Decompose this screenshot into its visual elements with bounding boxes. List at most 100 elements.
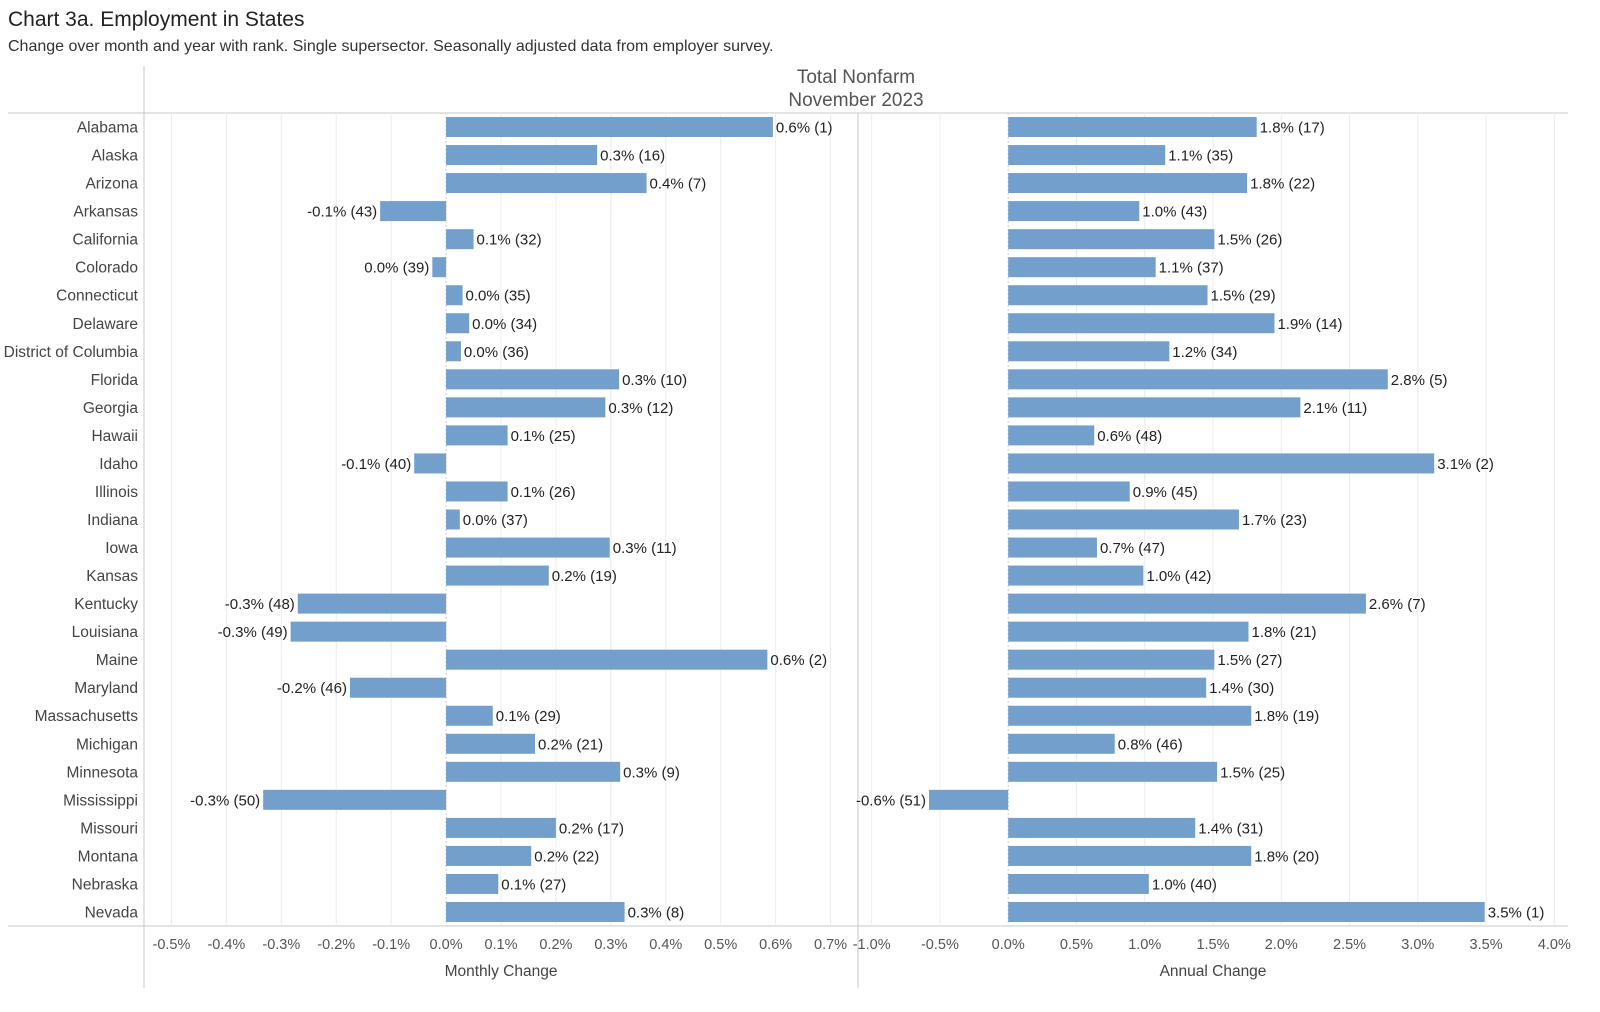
state-label: Alaska [91, 148, 138, 165]
state-label: Iowa [105, 540, 138, 557]
data-label: 1.1% (37) [1159, 260, 1224, 277]
state-label: Michigan [76, 736, 138, 753]
bar [446, 229, 474, 250]
state-label: Minnesota [66, 764, 138, 781]
data-label: 1.5% (26) [1217, 232, 1282, 249]
state-label: Kansas [86, 568, 138, 585]
tick-label: 2.5% [1333, 937, 1366, 953]
bar [446, 313, 470, 334]
tick-label: 1.0% [1128, 937, 1161, 953]
tick-label: 3.5% [1470, 937, 1503, 953]
tick-label: 0.7% [814, 937, 847, 953]
bar [1008, 593, 1366, 614]
data-label: 0.3% (8) [628, 904, 685, 921]
state-label: Illinois [95, 484, 138, 501]
bar [290, 621, 447, 642]
bar [1008, 481, 1130, 502]
data-label: 0.0% (34) [472, 316, 537, 333]
data-label: 3.1% (2) [1437, 456, 1494, 473]
data-label: 0.0% (35) [466, 288, 531, 305]
state-label: Louisiana [72, 624, 139, 641]
bar [446, 705, 493, 726]
data-label: 1.8% (20) [1254, 848, 1319, 865]
data-label: 0.0% (37) [463, 512, 528, 529]
data-label: -0.6% (51) [856, 792, 926, 809]
data-label: 1.0% (43) [1142, 204, 1207, 221]
data-label: 0.8% (46) [1118, 736, 1183, 753]
state-label: Florida [91, 372, 139, 389]
bar [1008, 649, 1215, 670]
bar [1008, 201, 1140, 222]
state-label: California [73, 232, 139, 249]
x-axis-title: Annual Change [1160, 963, 1267, 980]
bar [446, 873, 499, 894]
data-label: 0.6% (2) [770, 652, 827, 669]
bar [263, 789, 447, 810]
data-label: 1.1% (35) [1168, 148, 1233, 165]
data-labels: 0.6% (1) 0.3% (16) 0.4% (7) -0.1% (43) 0.1% … [190, 120, 1544, 922]
data-label: 0.0% (39) [364, 260, 429, 277]
tick-label: -0.4% [207, 937, 245, 953]
state-label: Colorado [75, 260, 138, 277]
bar [1008, 313, 1275, 334]
bar [1008, 565, 1144, 586]
bar [432, 257, 447, 278]
state-label: Montana [78, 848, 139, 865]
state-label: Kentucky [74, 596, 138, 613]
bar [1008, 285, 1208, 306]
data-label: 1.5% (27) [1217, 652, 1282, 669]
bar [1008, 817, 1196, 838]
state-label: District of Columbia [4, 344, 139, 361]
bar [414, 453, 447, 474]
tick-label: -1.0% [853, 937, 891, 953]
state-label: Alabama [77, 120, 139, 137]
state-label: Massachusetts [35, 708, 139, 725]
bar [446, 649, 768, 670]
state-label: Georgia [83, 400, 139, 417]
bar [446, 425, 508, 446]
bars [263, 117, 1485, 922]
tick-label: 0.5% [704, 937, 737, 953]
bar [1008, 845, 1252, 866]
bar [446, 509, 460, 530]
data-label: 0.1% (27) [501, 876, 566, 893]
bar [446, 145, 598, 166]
bar [1008, 873, 1149, 894]
data-label: 0.1% (25) [511, 428, 576, 445]
bar [1008, 341, 1170, 362]
bar [1008, 117, 1257, 138]
data-label: 2.1% (11) [1303, 400, 1367, 417]
bar [1008, 537, 1097, 558]
panel-header-line: Total Nonfarm [797, 67, 915, 88]
chart-title: Chart 3a. Employment in States [8, 8, 305, 31]
data-label: 1.8% (22) [1250, 176, 1315, 193]
data-label: 1.5% (29) [1211, 288, 1276, 305]
tick-label: 2.0% [1265, 937, 1298, 953]
bar [446, 733, 536, 754]
chart-subtitle: Change over month and year with rank. Si… [8, 38, 774, 55]
state-label: Delaware [73, 316, 138, 333]
bar [1008, 901, 1485, 922]
state-label: Indiana [87, 512, 138, 529]
bar [446, 761, 621, 782]
tick-label: 1.5% [1196, 937, 1229, 953]
bar [446, 369, 620, 390]
state-label: Arkansas [73, 204, 138, 221]
bar [1008, 425, 1095, 446]
tick-label: 4.0% [1538, 937, 1571, 953]
bar [1008, 677, 1207, 698]
data-label: 1.2% (34) [1172, 344, 1237, 361]
data-label: 0.3% (10) [622, 372, 687, 389]
data-label: 0.6% (1) [776, 120, 833, 137]
bar [446, 845, 532, 866]
bar [1008, 453, 1435, 474]
bar [446, 901, 625, 922]
data-label: 1.9% (14) [1277, 316, 1342, 333]
bar [1008, 705, 1252, 726]
data-label: -0.3% (48) [225, 596, 295, 613]
data-label: 1.0% (40) [1152, 876, 1217, 893]
data-label: -0.1% (43) [307, 204, 377, 221]
tick-label: 0.6% [759, 937, 792, 953]
data-label: -0.3% (50) [190, 792, 260, 809]
